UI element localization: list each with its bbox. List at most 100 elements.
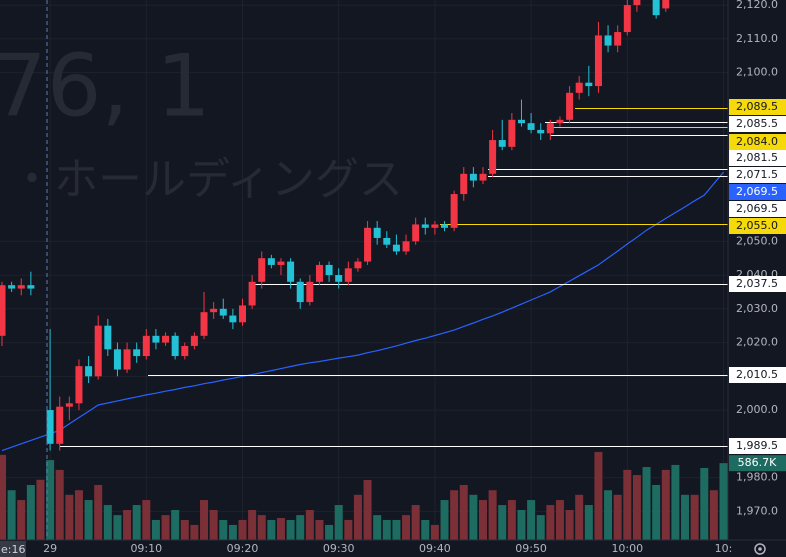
volume-bar	[65, 494, 74, 540]
volume-bar	[546, 505, 555, 540]
volume-bar	[584, 505, 593, 540]
crosshair-time: e:16	[1, 543, 25, 556]
y-tick-label: 2,120.0	[736, 0, 778, 11]
volume-bar	[363, 480, 372, 540]
volume-bar	[392, 519, 401, 540]
price-label: 2,081.5	[736, 151, 778, 164]
candle-body	[556, 119, 564, 124]
volume-bar	[276, 517, 285, 540]
x-tick-label: 09:30	[323, 542, 355, 555]
volume-bar	[238, 519, 247, 540]
candle-body	[306, 281, 314, 303]
x-tick-label: 10:	[715, 542, 733, 555]
candle-body	[594, 35, 602, 87]
price-label-bg	[729, 201, 786, 217]
candle-body	[450, 194, 458, 228]
volume-bar	[411, 505, 420, 540]
volume-bar	[132, 505, 141, 540]
volume-bar	[623, 469, 632, 540]
price-label: 2,084.0	[736, 135, 778, 148]
candle-body	[296, 281, 304, 303]
candle-body	[392, 244, 400, 252]
volume-bar	[84, 500, 93, 540]
candle-body	[287, 261, 295, 282]
volume-bar	[632, 475, 641, 540]
candle-body	[652, 0, 660, 16]
candle-body	[527, 123, 535, 130]
volume-bar	[305, 510, 314, 540]
volume-bar	[459, 484, 468, 540]
candle-body	[325, 264, 333, 276]
vwap-line	[1, 171, 724, 452]
volume-bar	[373, 515, 382, 540]
price-label-bg	[729, 367, 786, 383]
candle-body	[575, 82, 583, 93]
candle-body	[162, 335, 170, 343]
volume-bar	[209, 510, 218, 540]
volume-bar	[257, 515, 266, 540]
candle-body	[402, 241, 410, 252]
y-tick-label: 2,110.0	[736, 32, 778, 45]
candle-body	[412, 224, 420, 242]
candle-body	[181, 345, 189, 357]
price-label: 2,085.5	[736, 117, 778, 130]
candle-body	[344, 268, 352, 282]
volume-bar	[402, 515, 411, 540]
volume-bar	[536, 515, 545, 540]
volume-bar	[200, 500, 209, 540]
volume-bar	[469, 494, 478, 540]
x-tick-label: 10:00	[611, 542, 643, 555]
volume-bar	[7, 490, 16, 540]
volume-bar	[700, 467, 709, 540]
price-label: 2,069.5	[736, 202, 778, 215]
y-tick-label: 1,980.0	[736, 471, 778, 484]
candle-body	[566, 92, 574, 120]
candle-body	[267, 258, 275, 265]
candle-body	[171, 335, 179, 357]
volume-bar	[248, 510, 257, 540]
candle-body	[104, 325, 112, 350]
volume-bar	[450, 490, 459, 540]
candle-body	[623, 5, 631, 33]
price-label: 2,055.0	[736, 219, 778, 232]
candle-body	[94, 325, 102, 377]
volume-bar	[690, 494, 699, 540]
candle-body	[441, 224, 449, 228]
volume-bar	[681, 494, 690, 540]
candle-body	[614, 32, 622, 46]
candle-body	[229, 315, 237, 323]
candle-body	[662, 0, 670, 9]
candle-body	[537, 129, 545, 134]
candle-body	[373, 227, 381, 238]
price-label-bg	[729, 99, 786, 115]
volume-bar	[26, 484, 35, 540]
volume-bar	[296, 515, 305, 540]
volume-bar	[353, 494, 362, 540]
settings-icon[interactable]	[754, 543, 766, 555]
candle-body	[0, 285, 6, 336]
candle-body	[142, 335, 150, 357]
candle-body	[383, 237, 391, 245]
volume-bar	[517, 510, 526, 540]
candle-body	[508, 119, 516, 147]
volume-bar	[555, 500, 564, 540]
y-tick-label: 2,030.0	[736, 302, 778, 315]
candle-body	[200, 312, 208, 336]
candle-body	[85, 366, 93, 377]
volume-bar	[652, 484, 661, 540]
price-label-bg	[729, 276, 786, 292]
y-tick-label: 1,970.0	[736, 504, 778, 517]
volume-bar	[421, 519, 430, 540]
axes: 1,970.01,980.02,000.02,010.02,020.02,030…	[43, 0, 786, 555]
candle-body	[633, 0, 641, 6]
candle-body	[277, 261, 285, 265]
candle-body	[354, 261, 362, 269]
volume-bar	[171, 510, 180, 540]
volume-bar	[36, 479, 45, 540]
y-tick-label: 2,050.0	[736, 234, 778, 247]
candle-body	[123, 349, 131, 370]
candle-body	[460, 173, 468, 195]
volume-bar	[142, 500, 151, 540]
volume-label: 586.7K	[738, 456, 777, 469]
